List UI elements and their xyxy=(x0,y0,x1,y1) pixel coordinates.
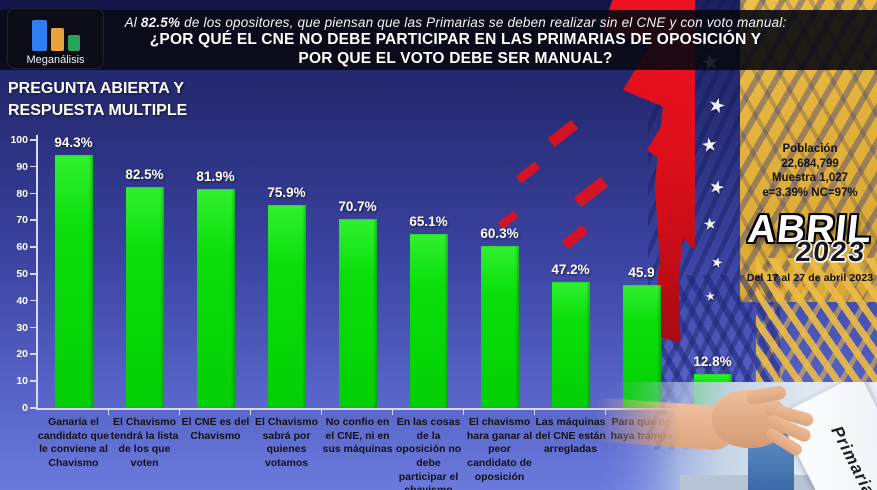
y-tick-mark xyxy=(30,165,36,168)
bar-value-label: 82.5% xyxy=(125,166,164,182)
ballot-label: Primarias xyxy=(827,422,877,490)
y-tick-mark xyxy=(30,299,36,302)
bar-category-label: El CNE es del Chavismo xyxy=(181,416,250,442)
bar xyxy=(551,281,590,408)
bar-value-label: 45.9 xyxy=(628,265,655,280)
bar-category-label: El chavismo hara ganar al peor candidato… xyxy=(466,416,533,483)
bar xyxy=(267,204,306,408)
population-value: 22,684,799 xyxy=(781,157,839,170)
y-tick-mark xyxy=(30,326,36,329)
bar xyxy=(480,246,519,408)
question-type-label: PREGUNTA ABIERTA Y RESPUESTA MULTIPLE xyxy=(8,78,187,123)
voting-photo: Primarias xyxy=(582,373,877,490)
y-tick-mark xyxy=(30,192,36,195)
bar-value-label: 75.9% xyxy=(267,184,306,200)
bar-column: 47.2% Las máquinas del CNE están arreglad… xyxy=(535,140,606,455)
bar-column: 75.9% El Chavismo sabrá por quienes votam… xyxy=(251,140,322,469)
y-tick-label: 90 xyxy=(16,160,28,173)
bar-value-label: 47.2% xyxy=(551,261,590,277)
header-bar: Meganálisis Al 82.5% de los opositores, … xyxy=(0,8,877,70)
bar xyxy=(54,155,93,408)
logo-bar-green xyxy=(68,35,80,51)
bar-category-label: El Chavismo sabrá por quienes votamos xyxy=(254,416,319,469)
y-tick-mark xyxy=(30,273,36,275)
bar-column: 65.1% En las cosas de la oposición no deb… xyxy=(393,140,464,490)
y-tick-mark xyxy=(30,246,36,248)
bar-column: 70.7% No confio en el CNE, ni en sus máqu… xyxy=(322,140,393,455)
bar-value-label: 60.3% xyxy=(480,226,519,242)
y-tick-mark xyxy=(30,407,36,409)
logo-bar-orange xyxy=(51,28,64,51)
bar-column: 94.3% Ganaría el candidato que le convien… xyxy=(38,135,109,469)
subtitle-percentage: 82.5% xyxy=(140,15,181,30)
date-range: Del 17 al 27 de abril 2023 xyxy=(746,271,874,284)
bar xyxy=(125,186,164,408)
bar-value-label: 65.1% xyxy=(409,213,448,229)
y-tick-label: 20 xyxy=(16,348,28,361)
bar-column: 60.3% El chavismo hara ganar al peor cand… xyxy=(464,140,535,483)
y-tick-label: 60 xyxy=(16,241,28,254)
bar-column: 81.9% El CNE es del Chavismo xyxy=(180,140,251,442)
subtitle-prefix: Al xyxy=(124,15,141,30)
bar-value-label: 12.8% xyxy=(693,353,732,369)
survey-info-panel: Población 22,684,799 Muestra 1,027 e=3.3… xyxy=(743,142,877,284)
subtitle-suffix: de los opositores, que piensan que las P… xyxy=(180,15,787,30)
logo-bars-icon xyxy=(32,20,80,51)
y-tick-label: 80 xyxy=(16,187,28,200)
question-type-line2: RESPUESTA MULTIPLE xyxy=(8,102,188,120)
year-label: 2023 xyxy=(794,235,868,267)
header-subtitle: Al 82.5% de los opositores, que piensan … xyxy=(104,15,807,30)
bar-column: 45.9Para que no haya trampa xyxy=(606,140,677,442)
star-icon: ★ xyxy=(705,93,729,119)
main-question-line2: POR QUE EL VOTO DEBE SER MANUAL? xyxy=(298,50,613,67)
meganalisis-logo: Meganálisis xyxy=(7,8,104,69)
bar-category-label: El Chavismo tendrá la lista de los que v… xyxy=(110,416,179,469)
y-tick-mark xyxy=(30,353,36,355)
bar-columns: 94.3% Ganaría el candidato que le convien… xyxy=(38,135,748,490)
y-tick-mark xyxy=(30,139,36,141)
bar xyxy=(409,233,448,408)
population-label: Población xyxy=(782,143,838,155)
sample-size: Muestra 1,027 xyxy=(771,172,849,185)
top-strip xyxy=(0,0,660,11)
y-tick-label: 30 xyxy=(16,321,28,334)
bar-category-label: Las máquinas del CNE están arregladas xyxy=(535,416,606,456)
bar-value-label: 70.7% xyxy=(338,198,377,214)
bar-column: 12.8%Otros 10 argumentos xyxy=(677,140,748,442)
bar-column: 82.5% El Chavismo tendrá la lista de los … xyxy=(109,140,180,469)
y-tick-label: 100 xyxy=(10,134,28,146)
bar-chart: 0 10 20 30 40 50 60 70 80 90 100 94.3% Ganaría el c… xyxy=(10,134,748,490)
main-question-line1: ¿POR QUÉ EL CNE NO DEBE PARTICIPAR EN LA… xyxy=(149,31,762,48)
bar-category-label: No confio en el CNE, ni en sus máquinas xyxy=(322,416,393,456)
bar-value-label: 81.9% xyxy=(196,168,235,184)
y-tick-mark xyxy=(30,380,36,382)
y-tick-label: 40 xyxy=(16,294,28,307)
bar xyxy=(196,188,235,408)
question-type-line1: PREGUNTA ABIERTA Y xyxy=(8,80,185,97)
logo-brand-text: Meganálisis xyxy=(26,54,85,66)
y-tick-label: 10 xyxy=(16,375,28,388)
bar-category-label: En las cosas de la oposición no debe par… xyxy=(395,416,462,490)
bar xyxy=(338,218,377,408)
logo-bar-blue xyxy=(32,20,47,51)
margin-error: e=3.39% NC=97% xyxy=(762,187,858,200)
survey-stats: Población 22,684,799 Muestra 1,027 e=3.3… xyxy=(743,142,877,201)
y-tick-label: 50 xyxy=(16,268,28,280)
y-tick-mark xyxy=(30,219,36,221)
y-tick-label: 70 xyxy=(16,214,28,227)
bar-category-label: Ganaría el candidato que le conviene al … xyxy=(37,416,110,469)
header-title: Al 82.5% de los opositores, que piensan … xyxy=(104,10,807,68)
bar-value-label: 94.3% xyxy=(54,135,93,151)
y-tick-label: 0 xyxy=(22,402,28,414)
